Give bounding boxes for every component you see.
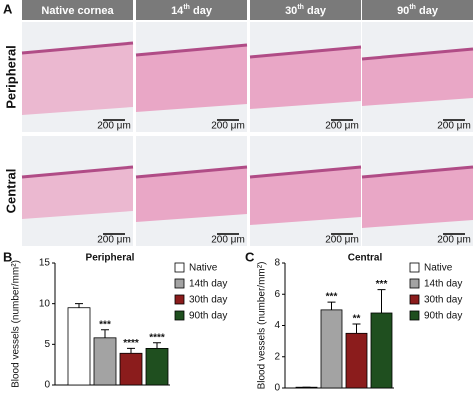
scale-bar-label: 200 μm [211, 235, 245, 246]
header-sup: th [297, 4, 304, 11]
bar [345, 332, 368, 389]
bar [370, 312, 393, 389]
header-number: 30 [285, 5, 297, 17]
error-bar [377, 289, 386, 313]
header-sup: th [409, 4, 416, 11]
legend-label: Native [424, 263, 453, 274]
header-bg [362, 0, 473, 20]
significance: *** [326, 292, 338, 303]
y-tick-label: 15 [39, 258, 51, 269]
header-bg [22, 0, 133, 20]
panel-label: A [3, 1, 13, 16]
epithelium [21, 165, 134, 179]
legend-label: 90th day [424, 311, 462, 322]
legend-swatch [174, 262, 185, 273]
tissue [136, 45, 247, 112]
legend-swatch [174, 294, 185, 305]
legend-swatch [174, 310, 185, 321]
header-rest: day [190, 5, 213, 17]
epithelium [135, 165, 248, 179]
header-rest: day [304, 5, 327, 17]
significance: ** [353, 314, 361, 325]
legend-swatch [409, 310, 420, 321]
legend-label: 90th day [189, 311, 227, 322]
bar [93, 337, 117, 386]
tissue [22, 167, 133, 219]
legend-label: 14th day [424, 279, 462, 290]
bar [145, 347, 169, 386]
row-label: Central [3, 169, 18, 214]
tissue [250, 167, 361, 225]
header-number: 90 [397, 5, 409, 17]
tissue [250, 47, 361, 109]
y-tick-label: 8 [274, 258, 280, 269]
y-tick-label: 0 [44, 380, 50, 391]
header-text: Native cornea [41, 5, 114, 17]
y-tick-label: 4 [274, 320, 280, 331]
column-header: 90th day [397, 4, 439, 17]
error-bar [75, 303, 83, 308]
y-tick-label: 0 [274, 383, 280, 394]
panel-label: B [3, 249, 12, 264]
epithelium [361, 47, 474, 61]
legend-swatch [409, 294, 420, 305]
column-header: 14th day [171, 4, 213, 17]
row-label: Peripheral [3, 45, 18, 109]
epithelium [361, 165, 474, 179]
epithelium [249, 45, 362, 59]
epithelium [21, 41, 134, 55]
legend-label: 14th day [189, 279, 227, 290]
tissue [136, 167, 247, 222]
y-tick-label: 6 [274, 289, 280, 300]
significance: **** [149, 332, 165, 343]
legend-label: 30th day [424, 295, 462, 306]
scale-bar-label: 200 μm [325, 121, 359, 132]
scale-bar-label: 200 μm [437, 121, 471, 132]
header-bg [136, 0, 247, 20]
header-sup: th [183, 4, 190, 11]
header-rest: day [416, 5, 439, 17]
tissue [362, 167, 473, 228]
significance: *** [99, 319, 111, 330]
chart-title: Central [348, 253, 383, 264]
epithelium [249, 165, 362, 179]
tissue [22, 43, 133, 115]
chart-title: Peripheral [86, 253, 135, 264]
error-bar [127, 347, 135, 354]
scale-bar-label: 200 μm [325, 235, 359, 246]
scale-bar-label: 200 μm [211, 121, 245, 132]
error-bar [352, 323, 361, 334]
panel-label: C [245, 249, 255, 264]
bar [320, 309, 343, 389]
column-header: Native cornea [41, 5, 114, 17]
legend-label: 30th day [189, 295, 227, 306]
significance: *** [376, 279, 388, 290]
bar [119, 352, 143, 386]
y-tick-label: 10 [39, 298, 51, 309]
error-bar [153, 342, 161, 349]
legend-swatch [409, 278, 420, 289]
y-tick-label: 2 [274, 351, 280, 362]
legend-swatch [409, 262, 420, 273]
error-bar [327, 301, 336, 310]
y-axis-label: Blood vessels (number/mm²) [11, 260, 22, 388]
significance: **** [123, 338, 139, 349]
scale-bar-label: 200 μm [437, 235, 471, 246]
scale-bar-label: 200 μm [97, 121, 131, 132]
scale-bar-label: 200 μm [97, 235, 131, 246]
legend-label: Native [189, 263, 218, 274]
y-tick-label: 5 [44, 339, 50, 350]
column-header: 30th day [285, 4, 327, 17]
tissue [362, 49, 473, 106]
header-number: 14 [171, 5, 184, 17]
epithelium [135, 43, 248, 57]
bar [67, 307, 91, 386]
legend-swatch [174, 278, 185, 289]
header-bg [250, 0, 361, 20]
error-bar [101, 329, 109, 338]
y-axis-label: Blood vessels (number/mm²) [257, 262, 268, 390]
